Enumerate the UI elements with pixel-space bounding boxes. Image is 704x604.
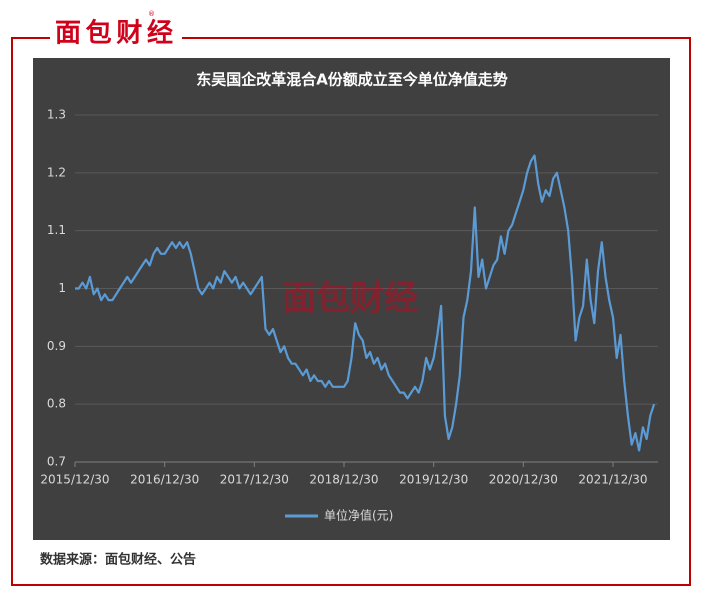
x-tick-label: 2019/12/30 [399, 473, 468, 487]
logo: 面包财经 [55, 18, 173, 49]
logo-mark: ® [148, 10, 155, 18]
frame [11, 37, 691, 586]
y-tick-label: 0.9 [47, 339, 66, 353]
x-tick-label: 2016/12/30 [130, 473, 199, 487]
y-tick-label: 1.3 [47, 108, 66, 122]
watermark: 面包财经 [282, 279, 418, 319]
series-line [75, 154, 656, 452]
y-tick-label: 1.2 [47, 165, 66, 179]
x-tick-label: 2015/12/30 [40, 473, 109, 487]
chart-area [33, 58, 670, 540]
x-tick-label: 2021/12/30 [578, 473, 647, 487]
y-tick-label: 1.1 [47, 223, 66, 237]
chart-title: 东吴国企改革混合A份额成立至今单位净值走势 [196, 71, 508, 89]
x-tick-label: 2018/12/30 [309, 473, 378, 487]
y-tick-label: 0.8 [47, 397, 66, 411]
y-tick-label: 0.7 [47, 455, 66, 469]
y-tick-label: 1 [58, 281, 66, 295]
x-tick-label: 2017/12/30 [220, 473, 289, 487]
legend-label: 单位净值(元) [324, 508, 393, 523]
source: 数据来源：面包财经、公告 [40, 552, 196, 568]
x-tick-label: 2020/12/30 [489, 473, 558, 487]
